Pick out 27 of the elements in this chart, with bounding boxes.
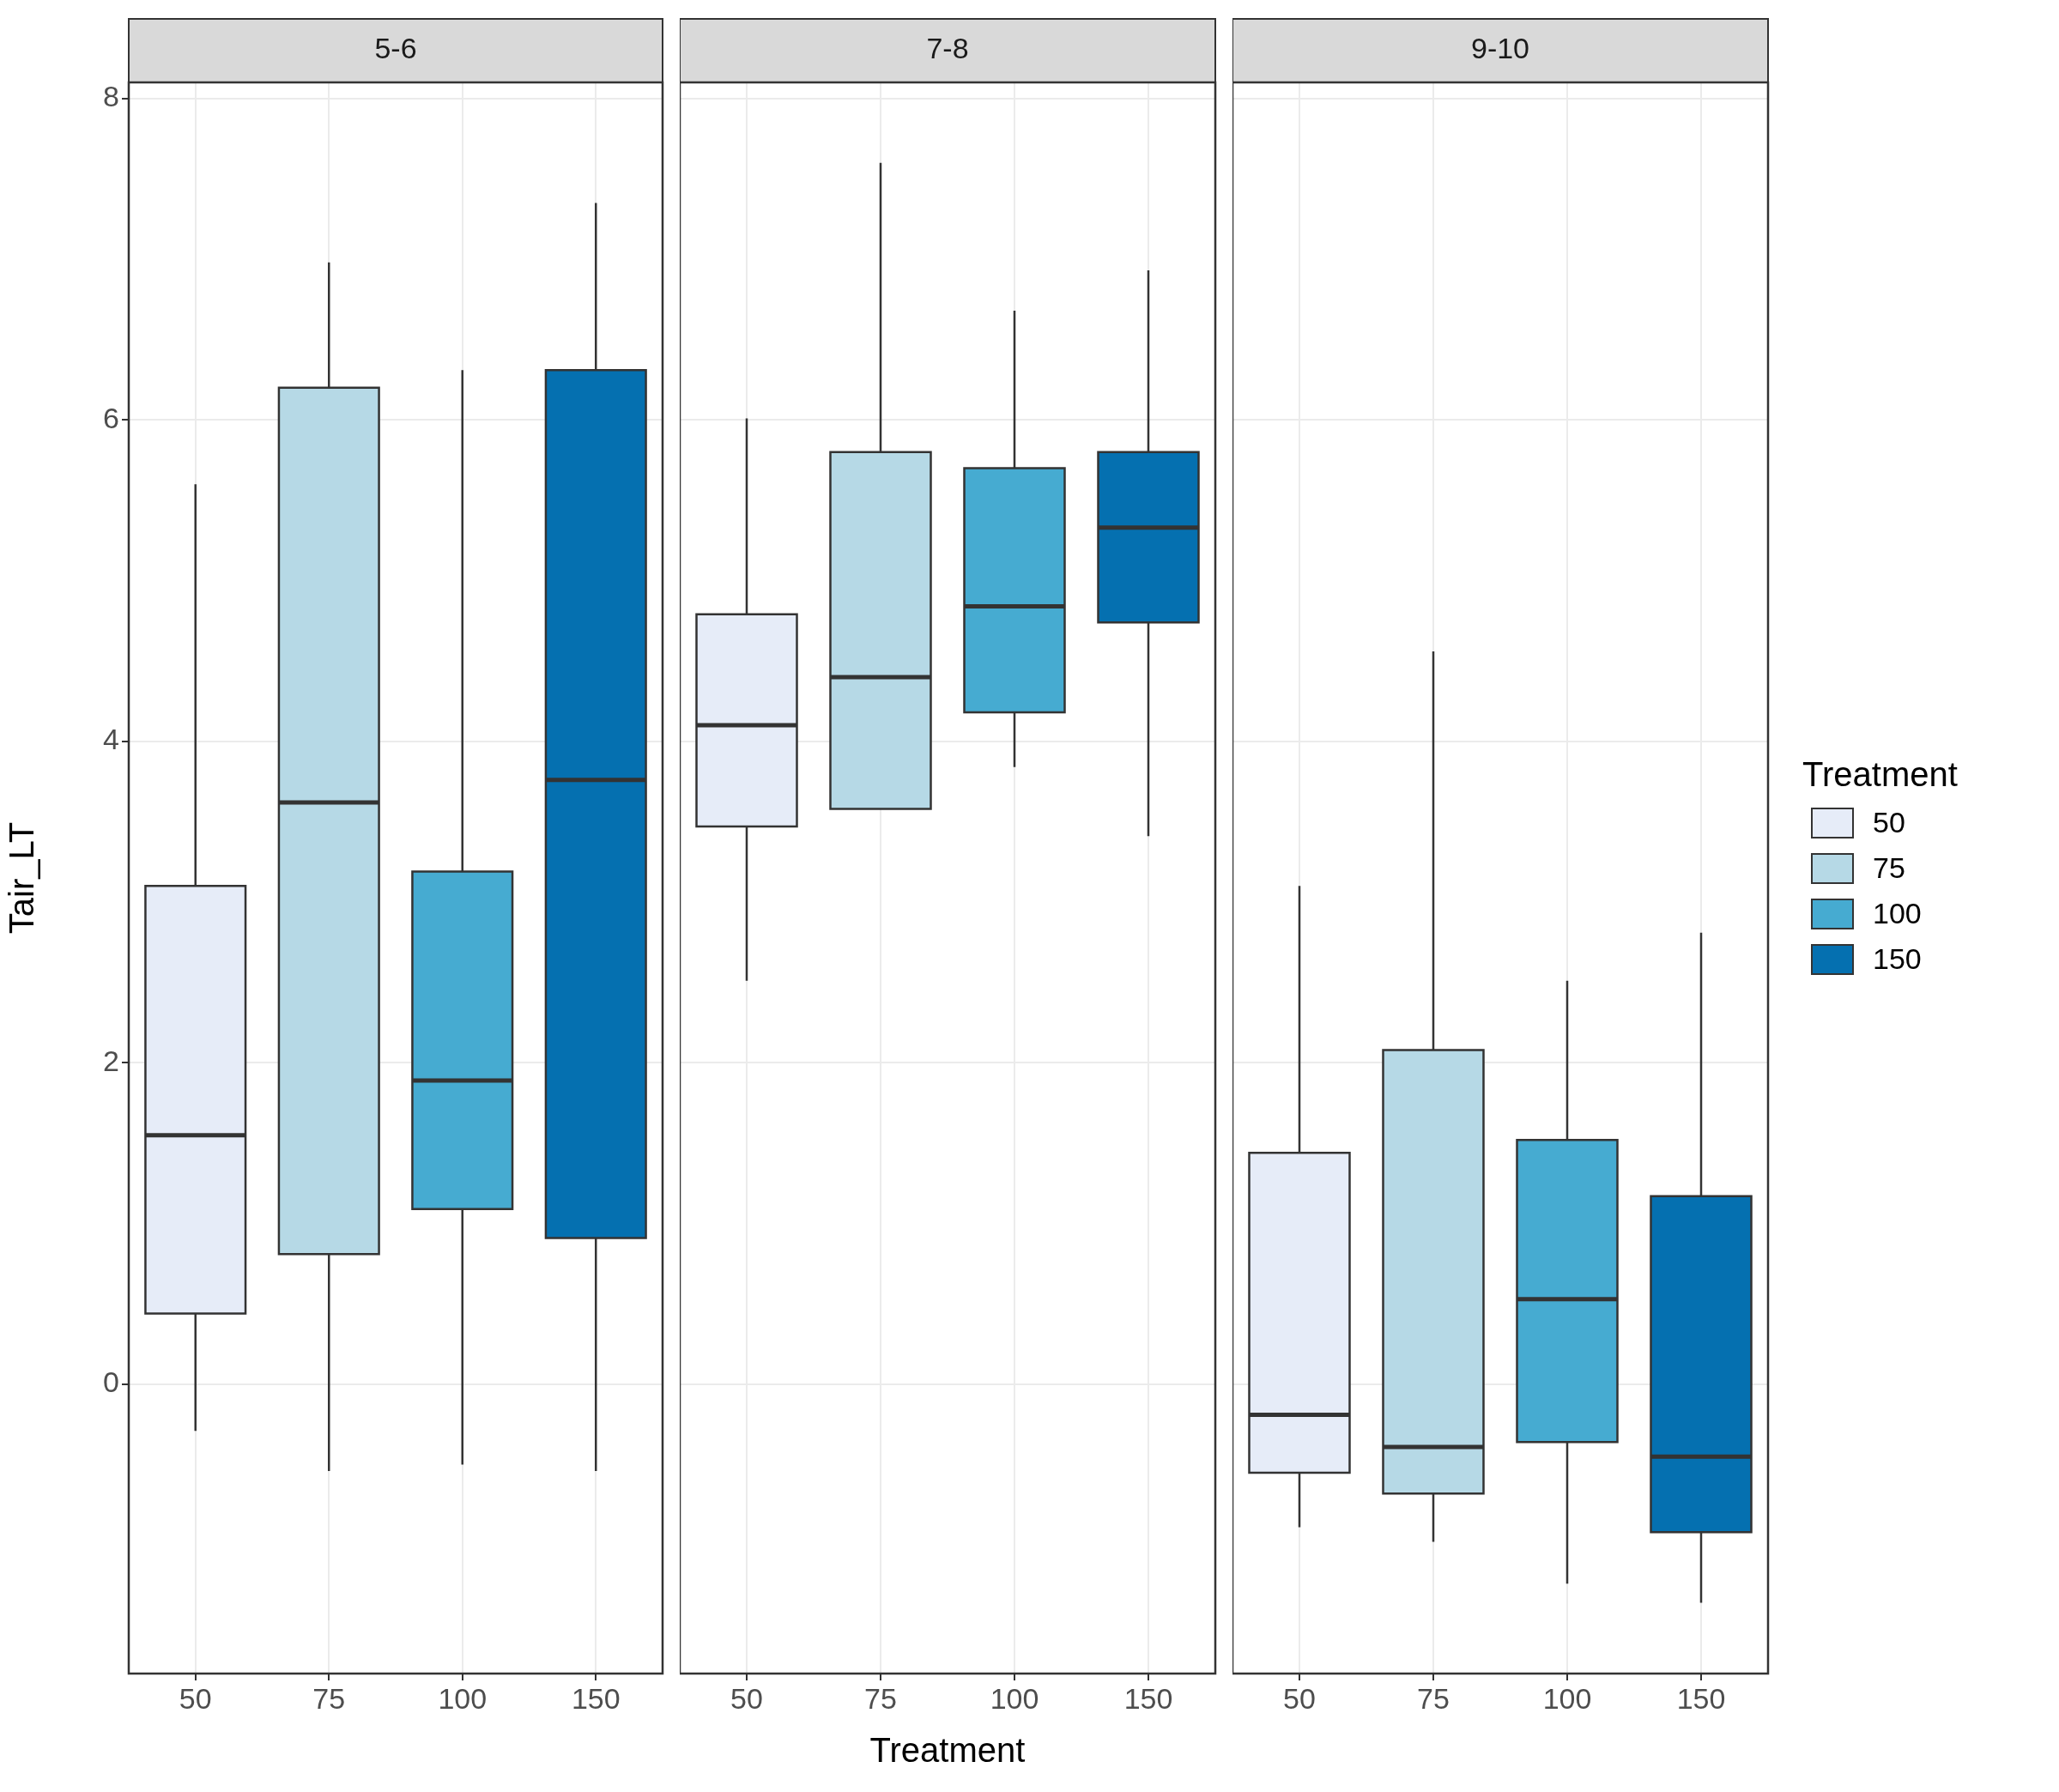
x-tick-label: 150	[1123, 1681, 1173, 1715]
legend-label: 50	[1873, 806, 1905, 839]
chart-title: 9-10	[1470, 32, 1530, 65]
x-tick-label: 75	[312, 1681, 346, 1715]
x-tick-label: 50	[179, 1681, 212, 1715]
chart-title: 5-6	[374, 32, 417, 65]
y-tick-label: 4	[103, 723, 119, 756]
y-tick-label: 6	[103, 401, 119, 434]
x-tick-label: 150	[1676, 1681, 1726, 1715]
x-tick-label: 75	[1417, 1681, 1450, 1715]
y-tick-label: 2	[103, 1044, 119, 1077]
x-tick-label: 100	[1542, 1681, 1592, 1715]
y-axis-title: Tair_LT	[3, 821, 41, 935]
x-tick-label: 50	[730, 1681, 763, 1715]
y-tick-label: 0	[103, 1365, 119, 1399]
legend-label: 150	[1873, 942, 1922, 976]
x-tick-label: 50	[1283, 1681, 1316, 1715]
x-axis-title: Treatment	[869, 1731, 1026, 1770]
legend-label: 75	[1873, 851, 1905, 885]
y-tick-label: 8	[103, 80, 119, 113]
x-tick-label: 75	[864, 1681, 897, 1715]
legend-title: Treatment	[1802, 755, 1958, 794]
legend-label: 100	[1873, 897, 1922, 930]
x-tick-label: 100	[438, 1681, 487, 1715]
x-tick-label: 150	[571, 1681, 621, 1715]
x-tick-label: 100	[990, 1681, 1039, 1715]
chart-title: 7-8	[926, 32, 969, 65]
